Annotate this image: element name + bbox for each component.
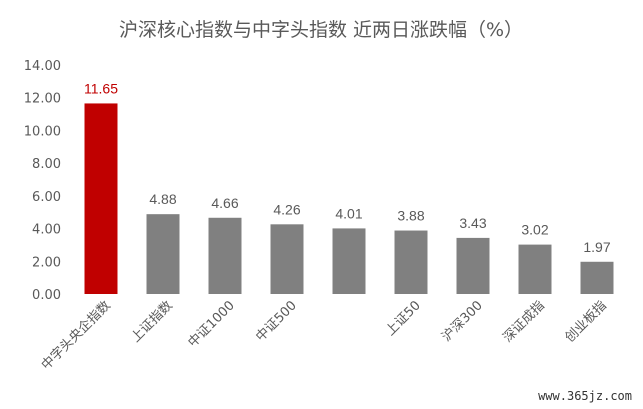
bar-value-label: 3.43 xyxy=(459,215,486,231)
y-tick-label: 14.00 xyxy=(24,59,61,74)
watermark-text: www.365jz.com xyxy=(538,389,632,403)
y-tick-label: 12.00 xyxy=(24,92,61,107)
data-labels: 11.65 4.88 4.66 4.26 4.01 3.88 3.43 3.02 1.97 xyxy=(84,80,611,254)
y-tick-label: 2.00 xyxy=(32,255,61,270)
bar-value-label: 4.66 xyxy=(211,195,238,211)
bar-highlight xyxy=(84,103,118,294)
y-axis: 0.00 2.00 4.00 6.00 8.00 10.00 12.00 14.00 xyxy=(24,59,61,303)
bar xyxy=(270,224,304,294)
x-axis: 中字头央企指数 上证指数 中证1000 中证500 上证50 沪深300 深证成指 创业板指 xyxy=(38,298,610,374)
bar-value-label: 1.97 xyxy=(583,239,610,255)
x-category-label: 上证50 xyxy=(383,298,424,339)
bar-value-label: 3.02 xyxy=(521,222,548,238)
bar-value-label: 3.88 xyxy=(397,208,424,224)
bar-value-label: 4.88 xyxy=(149,191,176,207)
x-category-label: 中证1000 xyxy=(185,298,237,350)
y-tick-label: 10.00 xyxy=(24,124,61,139)
bar xyxy=(394,230,428,294)
bar xyxy=(456,237,490,294)
x-category-label: 创业板指 xyxy=(562,298,609,345)
x-category-label: 上证指数 xyxy=(128,298,175,345)
x-category-label: 深证成指 xyxy=(500,298,547,345)
bar-value-label: 11.65 xyxy=(84,80,118,96)
y-tick-label: 6.00 xyxy=(32,190,61,205)
y-tick-label: 4.00 xyxy=(32,223,61,238)
x-category-label: 中字头央企指数 xyxy=(38,298,114,374)
bar xyxy=(146,214,180,294)
bar-series xyxy=(84,103,614,294)
bar xyxy=(332,228,366,294)
bar xyxy=(518,244,552,294)
bar-value-label: 4.01 xyxy=(335,205,362,221)
chart-title: 沪深核心指数与中字头指数 近两日涨跌幅（%） xyxy=(119,19,523,41)
y-tick-label: 8.00 xyxy=(32,157,61,172)
x-category-label: 沪深300 xyxy=(439,298,486,345)
y-tick-label: 0.00 xyxy=(32,288,61,303)
x-category-label: 中证500 xyxy=(253,298,300,345)
bar xyxy=(580,261,614,294)
bar-value-label: 4.26 xyxy=(273,201,300,217)
bar xyxy=(208,217,242,294)
